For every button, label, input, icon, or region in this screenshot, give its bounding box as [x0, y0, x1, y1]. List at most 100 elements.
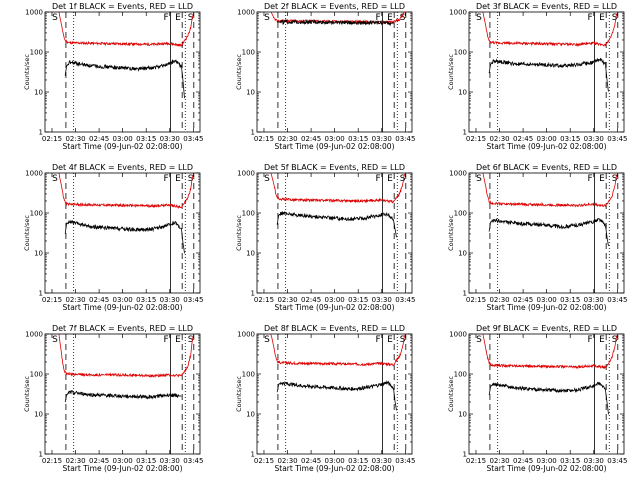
segment-label-s-right: S	[400, 13, 406, 23]
x-axis-label: Start Time (09-Jun-02 02:08:00)	[63, 142, 183, 151]
x-axis-label: Start Time (09-Jun-02 02:08:00)	[487, 303, 607, 312]
y-tick-label: 1000	[25, 331, 43, 339]
x-tick-label: 03:45	[395, 296, 415, 304]
x-tick-label: 02:15	[254, 135, 274, 143]
segment-label-s-left: S	[476, 13, 482, 23]
x-tick-label: 02:15	[42, 457, 62, 465]
segment-label-f: F	[376, 13, 381, 23]
x-tick-label: 03:45	[607, 296, 627, 304]
x-tick-label: 03:30	[584, 296, 604, 304]
x-axis-label: Start Time (09-Jun-02 02:08:00)	[275, 464, 395, 473]
y-tick-label: 10	[34, 89, 43, 97]
panel-title: Det 9f BLACK = Events, RED = LLD	[476, 324, 617, 333]
panel-det-4f: Det 4f BLACK = Events, RED = LLD 1 10 100 10…	[23, 163, 203, 312]
y-axis-label: Counts/sec	[23, 54, 31, 90]
x-tick-label: 02:15	[42, 296, 62, 304]
series-lld-line	[58, 333, 195, 379]
y-axis-label: Counts/sec	[23, 215, 31, 251]
y-tick-label: 100	[30, 49, 43, 57]
panel-det-7f: Det 7f BLACK = Events, RED = LLD 1 10 100 10…	[23, 324, 203, 473]
segment-label-f: F	[164, 335, 169, 345]
x-tick-label: 03:45	[183, 135, 203, 143]
x-tick-label: 03:30	[584, 135, 604, 143]
series-lld-line	[482, 333, 619, 370]
segment-label-s-right: S	[400, 335, 406, 345]
x-tick-label: 03:30	[160, 135, 180, 143]
y-tick-label: 1	[251, 451, 255, 459]
y-tick-label: 10	[34, 250, 43, 258]
x-tick-label: 03:30	[372, 457, 392, 465]
panel-title: Det 8f BLACK = Events, RED = LLD	[264, 324, 405, 333]
segment-label-e: E	[387, 174, 393, 184]
y-tick-label: 100	[454, 49, 467, 57]
segment-label-e: E	[387, 13, 393, 23]
x-tick-label: 03:45	[183, 296, 203, 304]
y-tick-label: 1	[251, 129, 255, 137]
x-tick-label: 02:45	[89, 296, 109, 304]
segment-label-f: F	[588, 335, 593, 345]
x-tick-label: 03:45	[395, 457, 415, 465]
panel-det-9f: Det 9f BLACK = Events, RED = LLD 1 10 100 10…	[447, 324, 627, 473]
y-tick-label: 1	[39, 129, 43, 137]
y-tick-label: 100	[30, 210, 43, 218]
series-lld-line	[58, 11, 195, 47]
x-axis-label: Start Time (09-Jun-02 02:08:00)	[487, 464, 607, 473]
x-tick-label: 02:30	[489, 296, 509, 304]
segment-label-e: E	[599, 335, 605, 345]
segment-label-s-left: S	[52, 335, 58, 345]
panel-det-1f: Det 1f BLACK = Events, RED = LLD 1 10 100 10…	[23, 2, 203, 151]
y-tick-label: 10	[458, 250, 467, 258]
x-tick-label: 03:30	[584, 457, 604, 465]
panel-det-2f: Det 2f BLACK = Events, RED = LLD 1 10 100 10…	[235, 2, 415, 151]
segment-label-s-left: S	[476, 174, 482, 184]
segment-label-f: F	[376, 335, 381, 345]
segment-label-s-right: S	[188, 13, 194, 23]
series-lld-line	[58, 173, 195, 210]
x-tick-label: 02:30	[65, 457, 85, 465]
x-tick-label: 03:00	[537, 135, 557, 143]
y-tick-label: 10	[246, 89, 255, 97]
x-tick-label: 03:00	[113, 296, 133, 304]
series-events-line	[64, 219, 185, 254]
x-tick-label: 02:30	[277, 296, 297, 304]
panel-title: Det 4f BLACK = Events, RED = LLD	[52, 163, 193, 172]
x-axis-label: Start Time (09-Jun-02 02:08:00)	[63, 303, 183, 312]
x-tick-label: 03:00	[113, 457, 133, 465]
segment-label-s-right: S	[188, 335, 194, 345]
x-tick-label: 03:15	[136, 457, 156, 465]
plot-frame	[256, 11, 413, 133]
y-tick-label: 100	[454, 371, 467, 379]
segment-label-s-left: S	[52, 174, 58, 184]
y-tick-label: 1	[463, 451, 467, 459]
x-tick-label: 03:45	[183, 457, 203, 465]
plot-frame	[256, 333, 413, 455]
x-tick-label: 02:45	[301, 135, 321, 143]
segment-label-e: E	[175, 174, 181, 184]
segment-label-f: F	[164, 174, 169, 184]
segment-label-e: E	[175, 335, 181, 345]
x-tick-label: 03:15	[348, 457, 368, 465]
segment-label-s-right: S	[400, 174, 406, 184]
y-tick-label: 1	[251, 290, 255, 298]
x-tick-label: 03:15	[136, 135, 156, 143]
segment-label-s-left: S	[264, 13, 270, 23]
y-tick-label: 100	[242, 210, 255, 218]
series-events-line	[276, 211, 397, 238]
x-tick-label: 02:15	[254, 457, 274, 465]
x-tick-label: 02:30	[65, 135, 85, 143]
y-tick-label: 1000	[25, 9, 43, 17]
panel-title: Det 5f BLACK = Events, RED = LLD	[264, 163, 405, 172]
segment-label-s-left: S	[52, 13, 58, 23]
y-tick-label: 100	[242, 49, 255, 57]
series-lld-line	[482, 11, 619, 48]
y-axis-label: Counts/sec	[23, 376, 31, 412]
x-tick-label: 03:45	[607, 457, 627, 465]
segment-label-s-right: S	[612, 13, 618, 23]
panel-title: Det 1f BLACK = Events, RED = LLD	[52, 2, 193, 11]
y-tick-label: 10	[458, 89, 467, 97]
x-tick-label: 02:45	[89, 135, 109, 143]
x-tick-label: 03:30	[160, 457, 180, 465]
x-tick-label: 02:30	[277, 135, 297, 143]
series-events-line	[276, 380, 397, 411]
